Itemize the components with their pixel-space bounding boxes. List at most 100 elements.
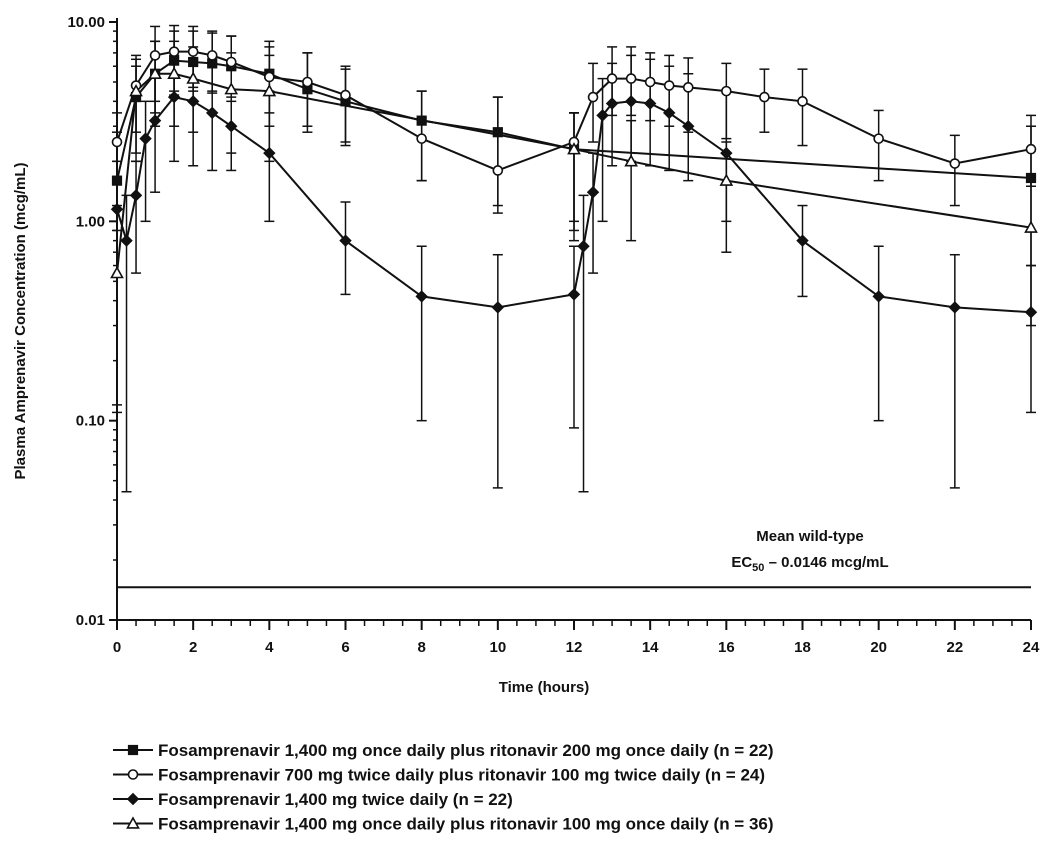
annotation-ec-prefix: EC xyxy=(731,554,752,571)
series-2-point xyxy=(663,80,675,91)
series-4-point xyxy=(186,71,201,84)
series-3-point xyxy=(596,109,609,122)
x-tick-label: 8 xyxy=(417,639,425,656)
series-3-point xyxy=(682,120,695,133)
series-2-point xyxy=(149,50,161,61)
annotation-ec-subscript: 50 xyxy=(752,562,764,574)
series-2-point xyxy=(340,89,351,101)
y-tick-label: 0.10 xyxy=(76,413,105,430)
series-2-error-bar xyxy=(492,96,503,214)
series-4-point xyxy=(719,173,734,186)
series-3-point xyxy=(567,288,581,301)
series-4-point xyxy=(148,66,162,79)
series-3-point xyxy=(586,185,600,199)
series-2-point xyxy=(206,50,218,61)
series-3-point xyxy=(225,120,238,133)
legend-marker xyxy=(126,816,140,829)
series-2-error-bar xyxy=(340,68,351,147)
series-2-point xyxy=(644,76,656,88)
x-tick-label: 24 xyxy=(1023,639,1040,656)
series-3-point xyxy=(167,90,181,104)
series-2-point xyxy=(264,71,275,83)
series-4-point xyxy=(167,66,181,79)
series-2-error-bar xyxy=(588,62,599,143)
y-tick-label: 10.00 xyxy=(67,14,105,31)
series-1-point xyxy=(1025,172,1037,184)
series-4-point xyxy=(224,82,239,95)
x-tick-label: 4 xyxy=(265,639,274,656)
series-2-point xyxy=(873,133,884,144)
x-tick-label: 22 xyxy=(946,639,963,656)
legend-label: Fosamprenavir 700 mg twice daily plus ri… xyxy=(158,766,765,785)
series-markers xyxy=(110,46,1038,319)
series-3-point xyxy=(129,189,143,202)
series-2-point xyxy=(225,56,237,68)
series-3-point xyxy=(663,106,676,120)
x-tick-label: 6 xyxy=(341,639,349,656)
series-2-error-bar xyxy=(797,68,808,147)
series-3-point xyxy=(948,301,962,314)
legend-marker xyxy=(127,769,139,780)
series-2-point xyxy=(721,85,732,97)
series-3-point xyxy=(643,97,657,110)
series-3-point xyxy=(605,97,619,110)
legend: Fosamprenavir 1,400 mg once daily plus r… xyxy=(113,741,774,834)
series-4-point xyxy=(1024,220,1038,233)
series-3-point xyxy=(148,114,162,127)
series-1-point xyxy=(188,56,199,68)
series-2-point xyxy=(949,158,961,169)
annotation-ec-suffix: – 0.0146 mcg/mL xyxy=(764,554,888,571)
series-3-point xyxy=(872,290,885,303)
series-3-point xyxy=(1024,306,1038,319)
legend-marker xyxy=(127,744,139,756)
y-tick-label: 1.00 xyxy=(76,213,105,230)
series-2-point xyxy=(416,133,427,144)
series-2-point xyxy=(797,96,808,107)
series-2-point xyxy=(492,165,504,176)
series-2-point xyxy=(111,136,123,148)
series-4-point xyxy=(567,142,581,155)
annotation-line1: Mean wild-type xyxy=(756,528,864,545)
series-4-point xyxy=(262,83,277,97)
annotation-line2: EC50 – 0.0146 mcg/mL xyxy=(731,554,888,574)
x-tick-label: 14 xyxy=(642,639,659,656)
legend-label: Fosamprenavir 1,400 mg once daily plus r… xyxy=(158,815,774,834)
legend-entry: Fosamprenavir 1,400 mg once daily plus r… xyxy=(113,741,774,760)
series-2-error-bar xyxy=(949,134,960,207)
series-3-point xyxy=(206,106,219,120)
series-2-point xyxy=(1025,143,1037,155)
series-2-point xyxy=(625,73,637,84)
series-3-error-bar xyxy=(131,160,142,274)
series-4-error-bar xyxy=(569,112,579,232)
series-3-point xyxy=(339,234,352,247)
series-1-point xyxy=(492,127,503,138)
legend-entry: Fosamprenavir 1,400 mg twice daily (n = … xyxy=(113,790,513,809)
legend-label: Fosamprenavir 1,400 mg twice daily (n = … xyxy=(158,790,513,809)
series-2-point xyxy=(302,76,313,88)
x-tick-label: 0 xyxy=(113,639,121,656)
series-3-error-bar xyxy=(416,245,427,422)
series-3-error-bar xyxy=(140,100,151,223)
series-3-error-bar xyxy=(873,245,884,422)
series-3-error-bar xyxy=(645,58,656,167)
series-2-point xyxy=(759,91,770,103)
series-3-point xyxy=(139,132,152,145)
series-3-error-bar xyxy=(597,77,608,223)
series-3-point xyxy=(415,290,428,303)
legend-label: Fosamprenavir 1,400 mg once daily plus r… xyxy=(158,741,774,760)
series-3-point xyxy=(624,95,638,108)
series-4-error-bar xyxy=(626,119,637,242)
series-1-point xyxy=(416,115,427,126)
x-tick-label: 10 xyxy=(489,639,506,656)
ec50-annotation: Mean wild-type EC50 – 0.0146 mcg/mL xyxy=(117,528,1031,589)
series-4-error-bar xyxy=(131,58,142,154)
x-tick-label: 16 xyxy=(718,639,735,656)
series-2-point xyxy=(682,82,694,93)
x-tick-label: 18 xyxy=(794,639,811,656)
legend-entry: Fosamprenavir 1,400 mg once daily plus r… xyxy=(113,815,774,834)
series-3-error-bar xyxy=(797,204,808,298)
series-3-error-bar xyxy=(492,253,503,489)
x-axis-title: Time (hours) xyxy=(499,679,590,696)
series-2-point xyxy=(587,91,599,103)
